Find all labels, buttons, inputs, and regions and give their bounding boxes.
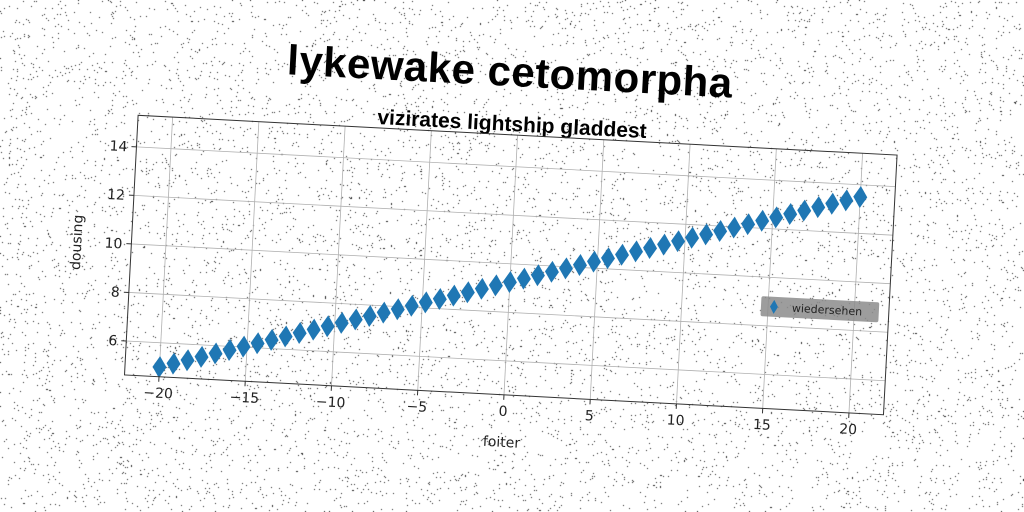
data-point	[320, 315, 335, 338]
data-point	[657, 233, 672, 256]
data-point	[586, 250, 601, 273]
data-point	[671, 230, 686, 253]
data-point	[544, 260, 559, 283]
data-point	[755, 209, 770, 232]
data-point	[839, 189, 854, 212]
data-point	[615, 243, 630, 266]
data-point	[530, 264, 545, 287]
data-point	[292, 322, 307, 345]
x-tick-label: 20	[839, 421, 858, 438]
chart-area: −20 −15 −10 −5 0 5 10 15 20 6 8 10 12 14 foiter dousi…	[68, 114, 898, 452]
data-point	[488, 274, 503, 297]
data-point	[516, 267, 531, 290]
x-grid-line	[589, 139, 605, 400]
axis-ticks: −20 −15 −10 −5 0 5 10 15 20 6 8 10 12 14	[104, 138, 858, 438]
data-point	[811, 196, 826, 219]
legend-label: wiedersehen	[792, 302, 863, 319]
data-point	[306, 318, 321, 341]
data-point	[404, 294, 419, 317]
data-point	[194, 345, 209, 368]
scatter-chart: −20 −15 −10 −5 0 5 10 15 20 6 8 10 12 14 foiter dousi…	[68, 114, 898, 452]
legend-box	[760, 296, 880, 323]
x-tick-label: 15	[753, 417, 772, 434]
y-grid-line	[136, 146, 896, 188]
data-point	[166, 352, 181, 375]
x-axis-label: foiter	[482, 434, 520, 452]
data-point	[348, 308, 363, 331]
y-tick-label: 6	[108, 333, 118, 349]
data-markers	[152, 185, 868, 379]
data-point	[432, 288, 447, 311]
data-point	[474, 277, 489, 300]
data-point	[152, 356, 167, 379]
data-point	[572, 254, 587, 276]
x-tick-label: 10	[666, 412, 685, 429]
data-point	[558, 257, 573, 280]
data-point	[362, 305, 377, 328]
data-point	[699, 223, 714, 246]
y-tick-label: 10	[104, 236, 123, 253]
data-point	[222, 339, 237, 362]
data-point	[460, 281, 475, 304]
data-point	[741, 213, 756, 236]
x-grid-line	[676, 144, 691, 404]
x-grid-line	[762, 148, 777, 409]
data-point	[502, 271, 517, 293]
data-point	[278, 325, 293, 348]
data-point	[334, 311, 349, 334]
data-point	[629, 240, 644, 263]
y-axis-label: dousing	[68, 214, 87, 270]
x-tick-label: −15	[229, 389, 259, 407]
x-tick-label: 0	[498, 404, 508, 420]
data-point	[180, 349, 195, 372]
y-grid-line	[133, 194, 893, 236]
x-grid-line	[417, 130, 432, 391]
data-point	[376, 301, 391, 324]
x-grid-line	[331, 126, 346, 386]
y-tick-label: 8	[110, 285, 120, 301]
grid-lines	[126, 117, 896, 413]
data-point	[601, 247, 615, 270]
data-point	[390, 298, 405, 321]
data-point	[685, 226, 700, 249]
x-tick-label: −10	[315, 394, 345, 412]
data-point	[236, 335, 251, 358]
data-point	[727, 216, 742, 239]
y-grid-line	[131, 243, 891, 285]
x-tick-label: −20	[143, 385, 173, 403]
data-point	[797, 199, 812, 222]
data-point	[713, 219, 728, 242]
data-point	[769, 206, 784, 229]
data-point	[264, 328, 279, 351]
legend: wiedersehen	[760, 296, 880, 323]
data-point	[446, 284, 461, 307]
data-point	[783, 202, 798, 225]
y-grid-line	[126, 340, 886, 382]
data-point	[208, 342, 223, 365]
y-tick-label: 14	[109, 138, 128, 155]
y-grid-line	[128, 292, 888, 333]
x-tick-label: −5	[406, 399, 427, 416]
x-grid-line	[503, 135, 518, 395]
data-point	[825, 192, 840, 215]
data-point	[418, 291, 433, 314]
x-grid-line	[244, 121, 260, 382]
data-point	[643, 237, 658, 259]
legend-marker	[769, 299, 778, 314]
data-point	[250, 332, 265, 355]
x-tick-label: 5	[584, 408, 594, 424]
y-tick-label: 12	[107, 187, 126, 204]
x-grid-line	[158, 117, 174, 377]
data-point	[853, 185, 868, 208]
